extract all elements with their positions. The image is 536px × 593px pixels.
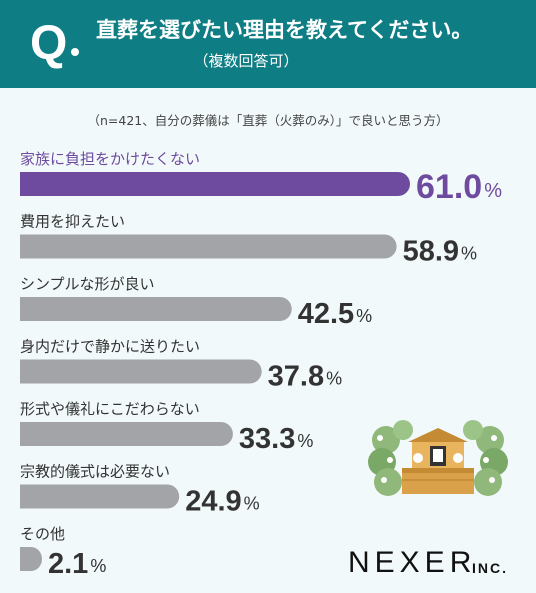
question-header: Q 直葬を選びたい理由を教えてください。 （複数回答可） [0, 0, 536, 88]
bar-left-edge [20, 484, 32, 509]
category-label: シンプルな形が良い [20, 275, 155, 293]
category-label: 家族に負担をかけたくない [20, 150, 200, 168]
nexer-logo: NEXER [348, 546, 477, 579]
bar-left-edge [20, 297, 32, 321]
value-unit: % [297, 431, 313, 451]
value-label: 33.3 [239, 423, 295, 455]
category-label: 費用を抑えたい [20, 213, 125, 231]
value-unit: % [244, 494, 260, 514]
value-label: 58.9 [403, 236, 459, 268]
question-title: 直葬を選びたい理由を教えてください。 [96, 18, 473, 42]
q-dot [71, 48, 79, 56]
category-label: 宗教的儀式は必要ない [20, 463, 170, 481]
bar [20, 422, 233, 446]
bar [20, 297, 292, 321]
q-mark: Q [30, 17, 68, 70]
bar [20, 484, 180, 509]
value-unit: % [461, 244, 477, 264]
value-label: 42.5 [298, 298, 354, 330]
bar [20, 359, 262, 384]
funeral-altar-illustration [368, 420, 508, 496]
value-label: 61.0 [416, 168, 482, 206]
bar-left-edge [20, 547, 32, 571]
category-label: 身内だけで静かに送りたい [20, 338, 200, 356]
value-label: 24.9 [185, 486, 241, 518]
bar [20, 234, 397, 259]
bar-left-edge [20, 359, 32, 384]
value-label: 2.1 [48, 548, 88, 580]
value-label: 37.8 [268, 361, 324, 393]
category-label: 形式や儀礼にこだわらない [20, 400, 200, 418]
value-unit: % [90, 556, 106, 576]
bar-left-edge [20, 234, 32, 259]
value-unit: % [356, 306, 372, 326]
bar-left-edge [20, 172, 32, 196]
bar-left-edge [20, 422, 32, 446]
value-unit: % [484, 180, 502, 202]
category-label: その他 [20, 525, 65, 543]
question-subtitle: （複数回答可） [193, 52, 299, 70]
value-unit: % [326, 369, 342, 389]
bar [20, 172, 410, 196]
nexer-logo-suffix: INC. [472, 560, 508, 576]
sample-note: （n=421、自分の葬儀は「直葬（火葬のみ）」で良いと思う方） [87, 113, 449, 128]
